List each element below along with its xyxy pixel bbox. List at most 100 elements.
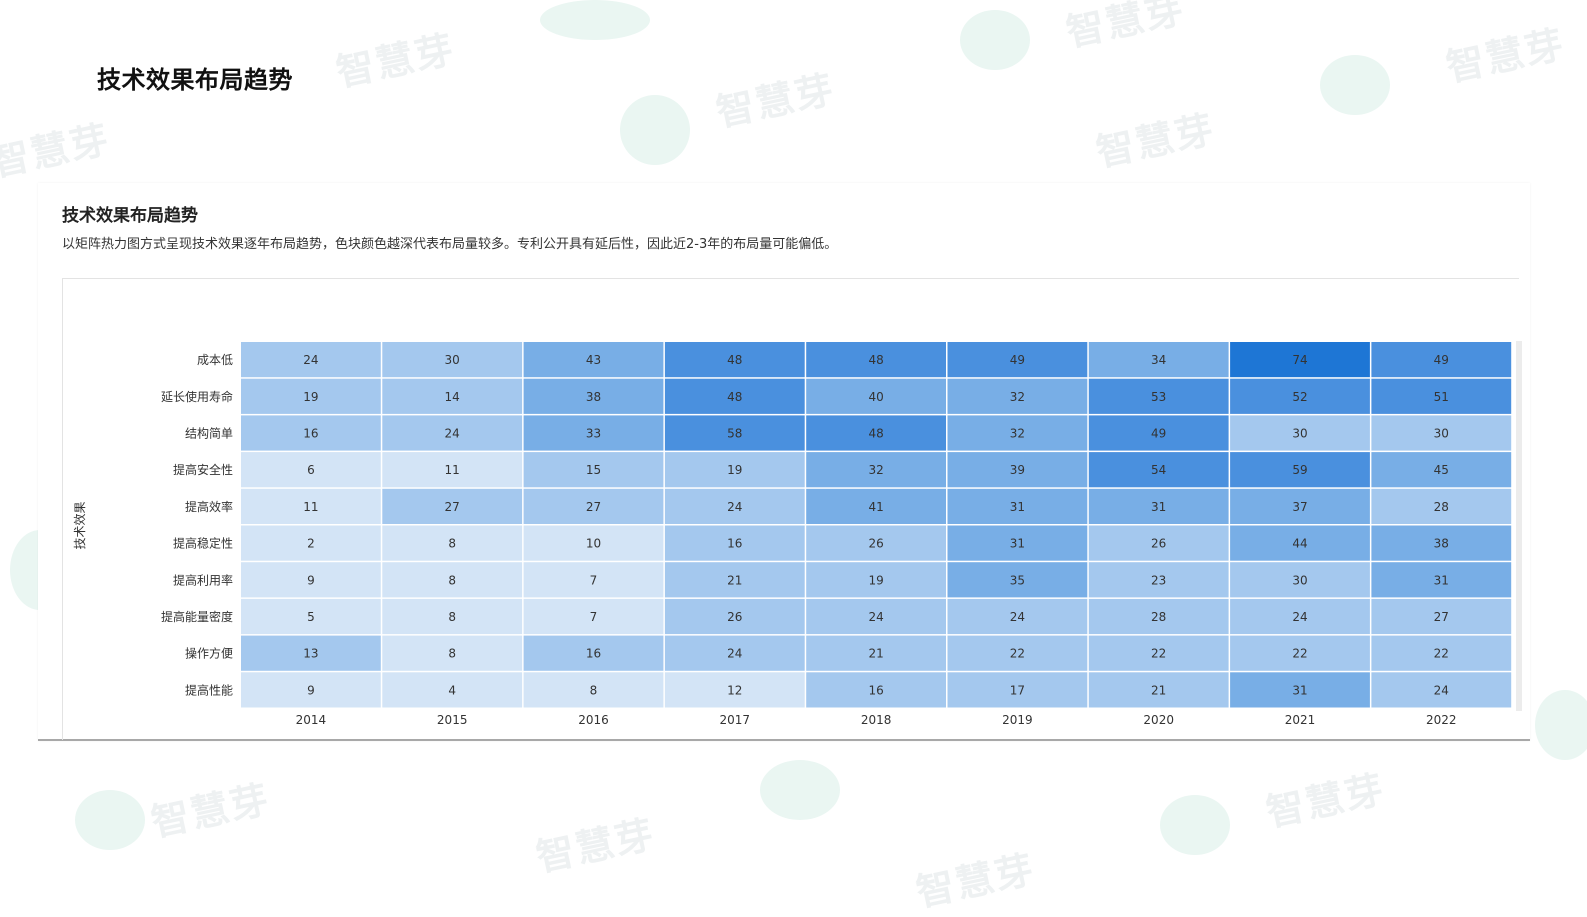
- heatmap-cell-value: 51: [1434, 390, 1449, 404]
- heatmap-cell-value: 24: [868, 610, 883, 624]
- heatmap-cell: [947, 598, 1088, 635]
- heatmap-cell: [382, 342, 523, 378]
- heatmap-cell-value: 28: [1434, 500, 1449, 514]
- heatmap-cell-value: 9: [307, 573, 315, 587]
- heatmap-cell-value: 2: [307, 537, 315, 551]
- y-axis-title: 技术效果: [72, 501, 87, 549]
- heatmap-cell-value: 38: [1434, 537, 1449, 551]
- heatmap-cell-value: 27: [445, 500, 460, 514]
- heatmap-cell: [664, 598, 805, 635]
- heatmap-cell: [947, 635, 1088, 671]
- watermark-blob: [75, 790, 145, 850]
- heatmap-cell-value: 45: [1434, 463, 1449, 477]
- heatmap-cell: [241, 378, 381, 414]
- heatmap-cell: [1088, 525, 1229, 561]
- heatmap-cell-value: 12: [727, 683, 742, 697]
- watermark-text: 智慧芽: [332, 26, 460, 95]
- heatmap-cell-value: 19: [868, 573, 883, 587]
- heatmap-cell: [241, 598, 381, 635]
- watermark-blob: [620, 95, 690, 165]
- heatmap-cell: [241, 525, 381, 561]
- heatmap-cell-value: 48: [727, 353, 742, 367]
- heatmap-cell-value: 24: [1010, 610, 1025, 624]
- heatmap-cell: [1371, 562, 1512, 598]
- heatmap-cell: [523, 488, 664, 524]
- heatmap-cell: [241, 342, 381, 378]
- heatmap-cell-value: 24: [727, 647, 742, 661]
- chart-panel: 技术效果布局趋势 以矩阵热力图方式呈现技术效果逐年布局趋势，色块颜色越深代表布局…: [38, 183, 1530, 741]
- heatmap-cell-value: 27: [1434, 610, 1449, 624]
- heatmap-cell-value: 21: [727, 573, 742, 587]
- heatmap-cell: [523, 635, 664, 671]
- heatmap-cell: [806, 342, 946, 378]
- heatmap-cell-value: 59: [1292, 463, 1307, 477]
- heatmap-cell: [664, 672, 805, 708]
- heatmap-cell-value: 53: [1151, 390, 1166, 404]
- heatmap-cell: [382, 488, 523, 524]
- heatmap-cell: [523, 525, 664, 561]
- heatmap-cell: [947, 672, 1088, 708]
- y-tick-label: 提高性能: [185, 682, 233, 697]
- heatmap-cell: [1371, 342, 1512, 378]
- heatmap-cell: [1371, 415, 1512, 451]
- heatmap-cell-value: 49: [1151, 427, 1166, 441]
- heatmap-cell-value: 6: [307, 463, 315, 477]
- watermark-blob: [1160, 795, 1230, 855]
- y-tick-label: 提高安全性: [173, 462, 233, 477]
- heatmap-cell-value: 5: [307, 610, 315, 624]
- heatmap-cell-value: 24: [1434, 683, 1449, 697]
- y-tick-label: 成本低: [197, 353, 233, 367]
- x-tick-label: 2018: [861, 713, 892, 727]
- heatmap-cell: [523, 378, 664, 414]
- heatmap-cell-value: 22: [1292, 647, 1307, 661]
- heatmap-cell-value: 34: [1151, 353, 1166, 367]
- heatmap-cell-value: 13: [303, 647, 318, 661]
- heatmap-cell: [664, 488, 805, 524]
- chart-frame: [62, 278, 1519, 740]
- heatmap-cell: [241, 452, 381, 488]
- heatmap-cell-value: 32: [1010, 427, 1025, 441]
- heatmap-cell-value: 30: [1292, 427, 1307, 441]
- heatmap-cell-value: 33: [586, 427, 601, 441]
- panel-subtitle: 以矩阵热力图方式呈现技术效果逐年布局趋势，色块颜色越深代表布局量较多。专利公开具…: [62, 237, 838, 252]
- heatmap-cell: [523, 598, 664, 635]
- y-tick-label: 提高稳定性: [173, 536, 233, 551]
- heatmap-cell-value: 31: [1010, 537, 1025, 551]
- heatmap-cell: [382, 672, 523, 708]
- heatmap-cell-value: 16: [586, 647, 601, 661]
- watermark-blob: [1535, 690, 1587, 760]
- heatmap-cell: [806, 562, 946, 598]
- y-tick-label: 提高利用率: [173, 572, 233, 587]
- heatmap-cell: [1371, 525, 1512, 561]
- heatmap-cell-value: 32: [868, 463, 883, 477]
- heatmap-cell: [1088, 598, 1229, 635]
- heatmap-cell: [382, 415, 523, 451]
- heatmap-cell-value: 54: [1151, 463, 1166, 477]
- y-tick-label: 延长使用寿命: [161, 389, 233, 404]
- heatmap-cell-value: 24: [1292, 610, 1307, 624]
- heatmap-cell-value: 26: [727, 610, 742, 624]
- watermark-text: 智慧芽: [912, 846, 1040, 915]
- heatmap-cell-value: 8: [448, 537, 456, 551]
- heatmap-cell: [1088, 452, 1229, 488]
- heatmap-cell-value: 44: [1292, 537, 1307, 551]
- heatmap-cell-value: 26: [868, 537, 883, 551]
- watermark-text: 智慧芽: [0, 116, 115, 185]
- watermark-text: 智慧芽: [532, 811, 660, 880]
- x-tick-label: 2014: [296, 713, 327, 727]
- heatmap-cell: [241, 672, 381, 708]
- heatmap-cell: [1371, 672, 1512, 708]
- heatmap-cell: [806, 672, 946, 708]
- watermark-text: 智慧芽: [1442, 21, 1570, 90]
- watermark-text: 智慧芽: [1262, 766, 1390, 835]
- heatmap-cell: [806, 635, 946, 671]
- heatmap-cell-value: 19: [727, 463, 742, 477]
- heatmap-cell: [241, 562, 381, 598]
- heatmap-cell: [947, 562, 1088, 598]
- heatmap-cell-value: 11: [445, 463, 460, 477]
- heatmap-cell: [523, 342, 664, 378]
- heatmap-cell-value: 22: [1151, 647, 1166, 661]
- heatmap-cell-value: 10: [586, 537, 601, 551]
- heatmap-cell-value: 15: [586, 463, 601, 477]
- heatmap-cell: [664, 452, 805, 488]
